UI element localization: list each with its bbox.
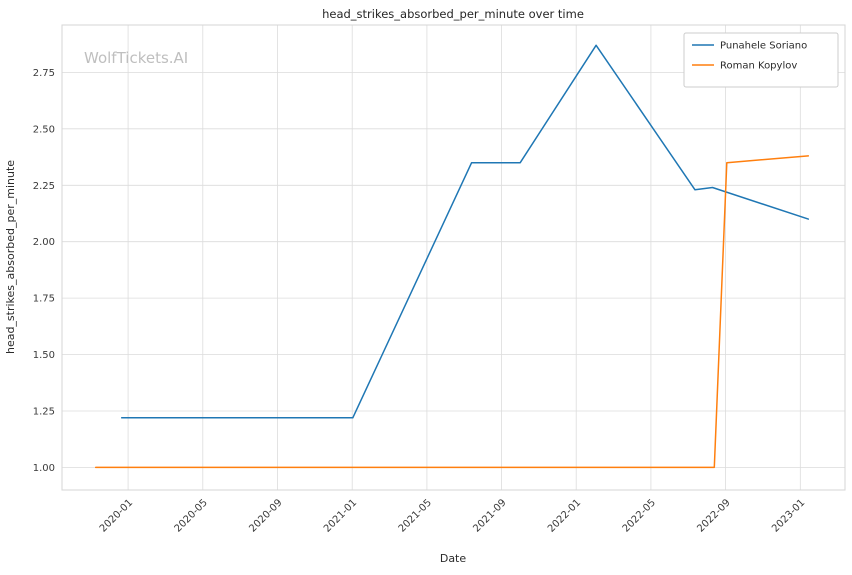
watermark: WolfTickets.AI <box>84 49 188 67</box>
y-tick-label: 2.75 <box>33 68 55 79</box>
grid-layer <box>61 24 846 491</box>
legend-label: Punahele Soriano <box>720 41 807 52</box>
x-tick-label: 2022-05 <box>621 497 658 534</box>
chart-title: head_strikes_absorbed_per_minute over ti… <box>322 7 584 21</box>
y-tick-label: 2.25 <box>33 181 55 192</box>
y-tick-label: 1.50 <box>33 350 55 361</box>
x-tick-label: 2022-09 <box>695 497 732 534</box>
tick-layer: 2020-01 2020-05 2020-09 2021-01 2021-05 2021-… <box>33 68 808 535</box>
legend-box <box>683 32 839 88</box>
series-line <box>120 44 810 419</box>
x-axis-label: Date <box>440 552 467 565</box>
series-line <box>94 155 810 469</box>
x-tick-label: 2023-01 <box>770 497 807 534</box>
y-tick-label: 2.50 <box>33 124 55 135</box>
x-tick-label: 2021-05 <box>397 497 434 534</box>
y-tick-label: 1.00 <box>33 463 55 474</box>
x-tick-label: 2020-05 <box>173 497 210 534</box>
x-tick-label: 2021-09 <box>471 497 508 534</box>
x-tick-label: 2021-01 <box>322 497 359 534</box>
plot-border <box>61 24 846 491</box>
y-tick-label: 2.00 <box>33 237 55 248</box>
series-layer <box>94 44 810 469</box>
x-tick-label: 2020-01 <box>98 497 135 534</box>
y-axis-label: head_strikes_absorbed_per_minute <box>4 160 17 354</box>
legend-label: Roman Kopylov <box>720 61 797 72</box>
legend: Punahele Soriano Roman Kopylov <box>683 32 839 88</box>
x-tick-label: 2020-09 <box>247 497 284 534</box>
y-tick-label: 1.75 <box>33 294 55 305</box>
y-tick-label: 1.25 <box>33 407 55 418</box>
x-tick-label: 2022-01 <box>546 497 583 534</box>
